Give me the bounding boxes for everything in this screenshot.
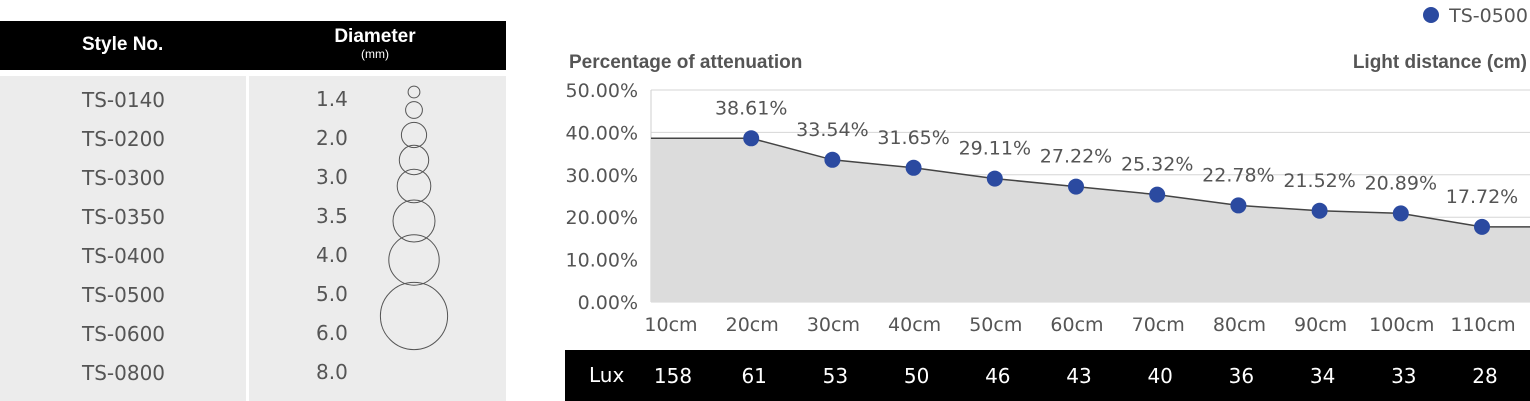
lux-value: 33: [1391, 364, 1417, 388]
data-point: [743, 130, 760, 147]
y-tick-label: 50.00%: [566, 80, 638, 102]
style-no-cell: TS-0350: [82, 205, 166, 229]
y-tick-label: 0.00%: [578, 292, 638, 314]
y-axis-title: Percentage of attenuation: [569, 52, 803, 73]
lux-value: 28: [1472, 364, 1498, 388]
diameter-circle-icon: [405, 101, 423, 119]
column-divider: [246, 76, 249, 401]
chart-plot: 0.00% 10.00% 20.00% 30.00% 40.00% 50.00% 38.61…: [566, 80, 1530, 336]
diameter-cell: 5.0: [316, 282, 348, 306]
series-area: [651, 138, 1530, 302]
style-no-cell: TS-0200: [82, 127, 166, 151]
data-label: 38.61%: [715, 97, 787, 119]
data-point: [1392, 205, 1409, 222]
lux-value: 46: [985, 364, 1011, 388]
spec-table-body: TS-0140 1.4 TS-0200 2.0 TS-0300 3.0 TS-0350 3.5…: [0, 76, 506, 401]
style-no-cell: TS-0300: [82, 166, 166, 190]
data-point: [1230, 197, 1247, 214]
spec-table-header: Style No. Diameter (mm): [0, 21, 506, 70]
diameter-cell: 3.5: [316, 204, 348, 228]
data-label: 27.22%: [1040, 146, 1112, 168]
x-tick-label: 50cm: [969, 314, 1022, 336]
data-point: [1068, 178, 1084, 195]
diameter-circle-icon: [392, 199, 436, 243]
x-tick-label: 60cm: [1050, 314, 1103, 336]
style-no-cell: TS-0600: [82, 322, 166, 346]
attenuation-chart: TS-0500 Percentage of attenuation Light …: [540, 0, 1530, 401]
diameter-cell: 2.0: [316, 126, 348, 150]
legend-marker-icon: [1423, 7, 1440, 23]
lux-value: 34: [1309, 364, 1336, 388]
data-label: 21.52%: [1283, 170, 1355, 192]
lux-value: 53: [822, 364, 849, 388]
x-tick-label: 100cm: [1369, 314, 1434, 336]
data-point: [824, 151, 841, 168]
series-line: [651, 137, 1530, 228]
diameter-circle-icon: [379, 281, 449, 351]
data-label: 31.65%: [877, 127, 949, 149]
style-no-cell: TS-0500: [82, 283, 166, 307]
y-tick-label: 30.00%: [566, 165, 638, 187]
data-point: [1474, 218, 1490, 235]
spec-table: Style No. Diameter (mm) TS-0140 1.4 TS-020…: [0, 21, 506, 401]
y-tick-label: 40.00%: [566, 122, 638, 144]
diameter-cell: 1.4: [316, 87, 348, 111]
diameter-cell: 6.0: [316, 321, 348, 345]
lux-value: 50: [903, 364, 930, 388]
x-tick-label: 90cm: [1294, 314, 1347, 336]
x-tick-label: 30cm: [807, 314, 860, 336]
data-point: [1311, 202, 1328, 219]
x-tick-label: 10cm: [644, 314, 697, 336]
data-label: 25.32%: [1121, 154, 1193, 176]
data-point: [986, 170, 1003, 187]
data-point: [905, 159, 922, 176]
chart-legend: TS-0500: [1423, 5, 1528, 27]
lux-label: Lux: [589, 363, 625, 387]
lux-value: 40: [1147, 364, 1173, 388]
data-label: 22.78%: [1202, 164, 1274, 186]
diameter-circle-icon: [398, 144, 430, 176]
diameter-cell: 8.0: [316, 360, 348, 384]
y-tick-label: 10.00%: [566, 250, 638, 272]
diameter-cell: 4.0: [316, 243, 348, 267]
lux-value: 61: [741, 364, 767, 388]
diameter-circle-icon: [388, 234, 440, 286]
x-tick-label: 20cm: [726, 314, 779, 336]
x-axis-title: Light distance (cm): [1352, 52, 1527, 73]
x-tick-label: 70cm: [1132, 314, 1185, 336]
x-tick-label: 80cm: [1213, 314, 1266, 336]
diameter-circle-icon: [407, 85, 421, 99]
lux-value: 36: [1228, 364, 1255, 388]
diameter-circle-icon: [400, 121, 428, 149]
data-label: 20.89%: [1365, 172, 1437, 194]
style-no-header: Style No.: [82, 34, 164, 55]
data-label: 29.11%: [959, 138, 1031, 160]
diameter-header: Diameter: [334, 26, 416, 47]
lux-value: 43: [1066, 364, 1092, 388]
style-no-cell: TS-0800: [82, 361, 166, 385]
x-tick-label: 40cm: [888, 314, 941, 336]
data-point: [1149, 186, 1166, 203]
style-no-cell: TS-0140: [82, 88, 166, 112]
lux-row: Lux 158 61 53 50 46 43 40 36 34 33 28: [565, 350, 1530, 401]
lux-value: 158: [653, 364, 693, 388]
diameter-circle-icon: [396, 168, 432, 204]
data-label: 33.54%: [796, 119, 868, 141]
data-label: 17.72%: [1446, 186, 1518, 208]
diameter-cell: 3.0: [316, 165, 348, 189]
style-no-cell: TS-0400: [82, 244, 166, 268]
diameter-circles: [379, 85, 449, 351]
x-tick-label: 110cm: [1450, 314, 1515, 336]
diameter-unit: (mm): [361, 47, 389, 61]
y-tick-label: 20.00%: [566, 207, 638, 229]
legend-label: TS-0500: [1449, 5, 1528, 27]
